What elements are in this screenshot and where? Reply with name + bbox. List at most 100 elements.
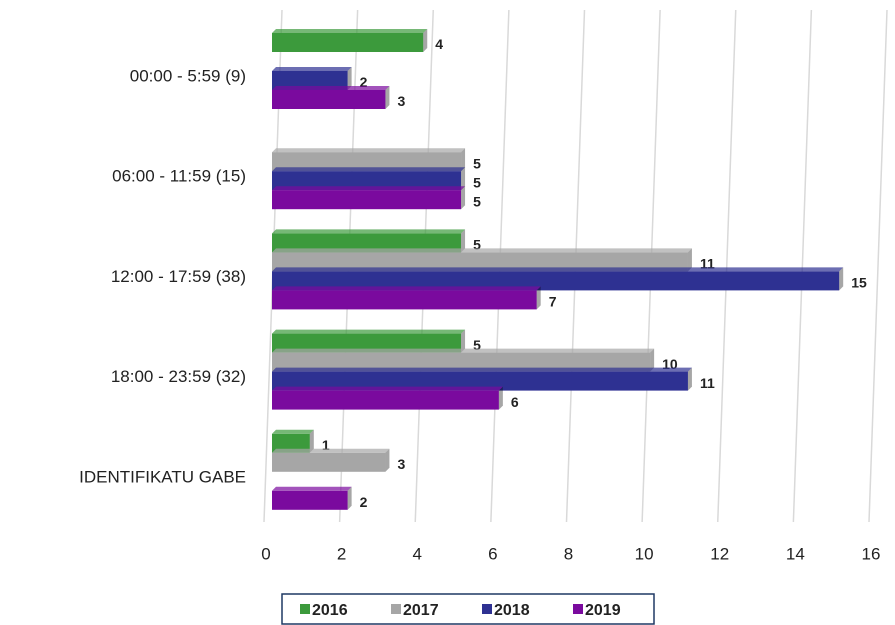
bar-side — [461, 329, 466, 353]
bar-front — [272, 352, 651, 372]
x-tick-label: 8 — [564, 544, 573, 563]
bar — [272, 29, 428, 52]
value-label: 2 — [360, 74, 368, 90]
bar-top — [272, 429, 314, 434]
legend: 2016 2017 2018 2019 — [281, 593, 655, 625]
bar — [272, 248, 692, 272]
bar-top — [272, 329, 466, 334]
bar — [272, 448, 390, 472]
bar-side — [347, 486, 352, 510]
bar-front — [272, 90, 386, 109]
value-label: 3 — [397, 93, 405, 109]
bar-top — [272, 286, 541, 291]
bar-top — [272, 267, 844, 272]
value-label: 3 — [397, 456, 405, 472]
bar — [272, 67, 352, 90]
y-tick-label: IDENTIFIKATU GABE — [79, 467, 246, 486]
bar-front — [272, 290, 537, 310]
x-tick-label: 14 — [786, 544, 805, 563]
bar — [272, 348, 655, 372]
bar-front — [272, 371, 688, 391]
bar-top — [272, 386, 503, 391]
bar-top — [272, 29, 428, 33]
x-tick-label: 12 — [710, 544, 729, 563]
x-tick-label: 4 — [413, 544, 422, 563]
legend-label: 2016 — [312, 602, 348, 619]
bar-front — [272, 71, 348, 90]
y-tick-label: 12:00 - 17:59 (38) — [111, 267, 246, 286]
legend-label: 2019 — [585, 602, 621, 619]
bar-top — [272, 486, 352, 491]
bar-front — [272, 490, 348, 510]
value-label: 5 — [473, 193, 481, 209]
legend-swatch — [391, 604, 401, 614]
y-tick-label: 00:00 - 5:59 (9) — [130, 66, 246, 85]
bar — [272, 148, 466, 172]
bar-side — [309, 429, 314, 453]
bar-top — [272, 67, 352, 71]
bar-front — [272, 171, 462, 191]
grid-line — [717, 9, 737, 523]
legend-box — [281, 593, 655, 625]
bar-side — [461, 186, 466, 210]
bar-front — [272, 152, 462, 172]
bar-side — [687, 248, 692, 272]
bar-front — [272, 33, 424, 52]
bar-front — [272, 233, 462, 253]
grid-line — [868, 9, 888, 523]
legend-swatch — [573, 604, 583, 614]
bar-front — [272, 190, 462, 210]
bar-side — [536, 286, 541, 310]
value-label: 2 — [360, 494, 368, 510]
bar-front — [272, 333, 462, 353]
bar — [272, 429, 314, 453]
bar-top — [272, 348, 655, 353]
bar-front — [272, 433, 310, 453]
value-label: 5 — [473, 337, 481, 353]
value-label: 5 — [473, 237, 481, 253]
bar-side — [461, 148, 466, 172]
bar-top — [272, 186, 466, 191]
bar-side — [347, 67, 352, 90]
bar-front — [272, 452, 386, 472]
bar-top — [272, 167, 466, 172]
bar — [272, 486, 352, 510]
x-tick-label: 2 — [337, 544, 346, 563]
x-tick-label: 0 — [261, 544, 270, 563]
y-tick-label: 06:00 - 11:59 (15) — [112, 167, 246, 186]
bar-side — [385, 86, 390, 109]
grid-line — [792, 9, 813, 523]
bar — [272, 267, 844, 291]
bar-side — [385, 448, 390, 472]
value-label: 15 — [851, 275, 867, 291]
bar — [272, 386, 503, 410]
value-label: 11 — [700, 375, 715, 391]
bar-side — [687, 367, 692, 391]
bar-side — [461, 229, 466, 253]
x-tick-label: 10 — [635, 544, 654, 563]
bar-front — [272, 271, 840, 291]
bar-side — [839, 267, 844, 291]
bar — [272, 367, 692, 391]
bar-side — [423, 29, 428, 52]
bar-top — [272, 86, 390, 90]
value-label: 5 — [473, 174, 481, 190]
legend-label: 2017 — [403, 602, 439, 619]
legend-swatch — [482, 604, 492, 614]
legend-label: 2018 — [494, 602, 530, 619]
bar-top — [272, 367, 692, 372]
bar — [272, 86, 390, 109]
bar-side — [650, 348, 655, 372]
bar-top — [272, 148, 466, 153]
value-label: 4 — [435, 36, 443, 52]
y-tick-label: 18:00 - 23:59 (32) — [111, 367, 246, 386]
bar — [272, 329, 466, 353]
bar — [272, 186, 466, 210]
bar-top — [272, 448, 390, 453]
bar — [272, 167, 466, 191]
x-tick-label: 6 — [488, 544, 497, 563]
bar-front — [272, 390, 499, 410]
bar — [272, 229, 466, 253]
bar-front — [272, 252, 688, 272]
